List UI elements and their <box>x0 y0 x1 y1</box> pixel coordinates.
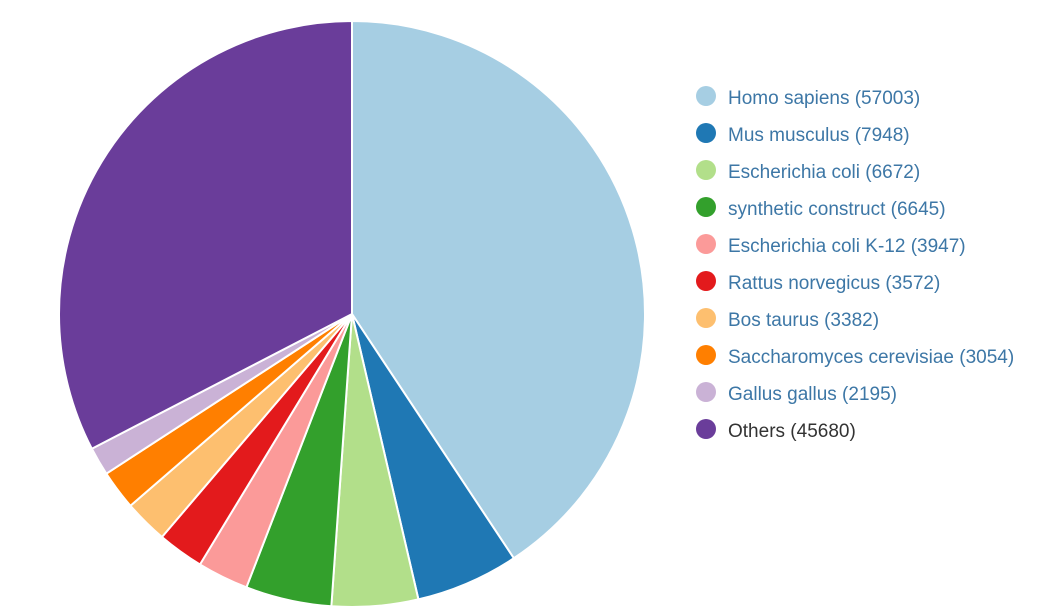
legend-swatch-icon <box>696 159 716 180</box>
legend-item-5[interactable]: Rattus norvegicus (3572) <box>696 265 1014 302</box>
legend-item-3[interactable]: synthetic construct (6645) <box>696 191 1014 228</box>
legend-label[interactable]: Escherichia coli (6672) <box>728 161 921 183</box>
pie-chart-svg <box>57 20 646 608</box>
legend-item-2[interactable]: Escherichia coli (6672) <box>696 154 1014 191</box>
legend-item-8[interactable]: Gallus gallus (2195) <box>696 376 1014 413</box>
legend-label[interactable]: Bos taurus (3382) <box>728 309 880 331</box>
legend-swatch-icon <box>696 381 716 402</box>
legend-swatch-icon <box>696 270 716 291</box>
legend-label[interactable]: Rattus norvegicus (3572) <box>728 272 941 294</box>
legend-label[interactable]: Gallus gallus (2195) <box>728 383 897 405</box>
legend-swatch-icon <box>696 344 716 365</box>
legend-label[interactable]: Homo sapiens (57003) <box>728 87 921 109</box>
legend-swatch-icon <box>696 122 716 143</box>
legend-swatch-icon <box>696 196 716 217</box>
legend-label[interactable]: Saccharomyces cerevisiae (3054) <box>728 346 1015 368</box>
legend-item-1[interactable]: Mus musculus (7948) <box>696 117 1014 154</box>
chart-legend: Homo sapiens (57003) Mus musculus (7948) E… <box>696 80 1014 450</box>
legend-item-4[interactable]: Escherichia coli K-12 (3947) <box>696 228 1014 265</box>
legend-label[interactable]: Mus musculus (7948) <box>728 124 910 146</box>
legend-swatch-icon <box>696 85 716 106</box>
legend-swatch-icon <box>696 307 716 328</box>
legend-swatch-icon <box>696 418 716 439</box>
legend-label[interactable]: synthetic construct (6645) <box>728 198 946 220</box>
legend-swatch-icon <box>696 233 716 254</box>
legend-item-9: Others (45680) <box>696 413 1014 450</box>
pie-slice-9[interactable] <box>57 20 353 450</box>
legend-label: Others (45680) <box>728 420 856 442</box>
legend-label[interactable]: Escherichia coli K-12 (3947) <box>728 235 966 257</box>
legend-item-7[interactable]: Saccharomyces cerevisiae (3054) <box>696 339 1014 376</box>
legend-item-0[interactable]: Homo sapiens (57003) <box>696 80 1014 117</box>
legend-item-6[interactable]: Bos taurus (3382) <box>696 302 1014 339</box>
